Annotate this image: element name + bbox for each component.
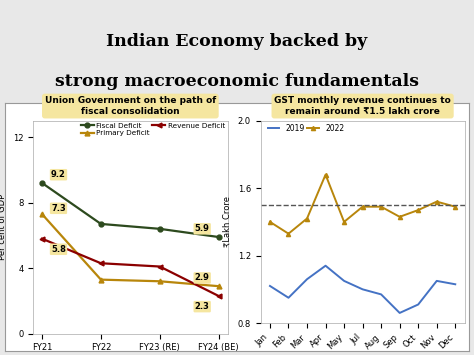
- Primary Deficit: [216, 284, 221, 288]
- 2019: [323, 263, 328, 268]
- Text: 2.3: 2.3: [195, 302, 210, 311]
- Text: Indian Economy backed by: Indian Economy backed by: [106, 33, 368, 50]
- 2019: [360, 287, 365, 291]
- 2022: [267, 220, 273, 224]
- Legend: Fiscal Deficit, Primary Deficit, Revenue Deficit: Fiscal Deficit, Primary Deficit, Revenue…: [78, 120, 228, 140]
- 2019: [397, 311, 402, 315]
- 2022: [304, 216, 310, 220]
- Primary Deficit: [98, 278, 104, 282]
- Line: Primary Deficit: Primary Deficit: [40, 212, 221, 289]
- Text: 9.2: 9.2: [51, 170, 66, 179]
- 2019: [415, 302, 421, 307]
- 2022: [323, 173, 328, 177]
- 2022: [452, 204, 458, 209]
- Revenue Deficit: [39, 236, 45, 241]
- Text: 5.8: 5.8: [51, 245, 66, 254]
- Y-axis label: ₹Lakh Crore: ₹Lakh Crore: [223, 196, 232, 247]
- Line: Revenue Deficit: Revenue Deficit: [40, 236, 221, 299]
- Fiscal Deficit: [98, 222, 104, 226]
- 2022: [378, 204, 384, 209]
- 2019: [286, 296, 292, 300]
- Revenue Deficit: [216, 294, 221, 298]
- Line: Fiscal Deficit: Fiscal Deficit: [40, 181, 221, 240]
- Primary Deficit: [39, 212, 45, 216]
- 2022: [434, 200, 439, 204]
- Text: 7.3: 7.3: [51, 204, 66, 213]
- Fiscal Deficit: [39, 181, 45, 185]
- 2019: [341, 279, 347, 283]
- 2022: [286, 231, 292, 236]
- Line: 2022: 2022: [268, 173, 457, 236]
- 2019: [378, 292, 384, 296]
- 2022: [397, 215, 402, 219]
- 2019: [452, 282, 458, 286]
- Fiscal Deficit: [157, 227, 163, 231]
- Text: 5.9: 5.9: [195, 224, 210, 233]
- Text: strong macroeconomic fundamentals: strong macroeconomic fundamentals: [55, 73, 419, 90]
- Fiscal Deficit: [216, 235, 221, 239]
- Revenue Deficit: [157, 264, 163, 269]
- 2022: [415, 208, 421, 212]
- 2019: [267, 284, 273, 288]
- Title: Union Government on the path of
fiscal consolidation: Union Government on the path of fiscal c…: [45, 96, 216, 116]
- Line: 2019: 2019: [270, 266, 455, 313]
- Y-axis label: Per cent of GDP: Per cent of GDP: [0, 194, 8, 260]
- 2022: [360, 204, 365, 209]
- Legend: 2019, 2022: 2019, 2022: [264, 120, 347, 136]
- 2019: [304, 277, 310, 281]
- Title: GST monthly revenue continues to
remain around ₹1.5 lakh crore: GST monthly revenue continues to remain …: [274, 96, 451, 116]
- Primary Deficit: [157, 279, 163, 283]
- 2022: [341, 220, 347, 224]
- Revenue Deficit: [98, 261, 104, 266]
- 2019: [434, 279, 439, 283]
- Text: 2.9: 2.9: [195, 273, 210, 283]
